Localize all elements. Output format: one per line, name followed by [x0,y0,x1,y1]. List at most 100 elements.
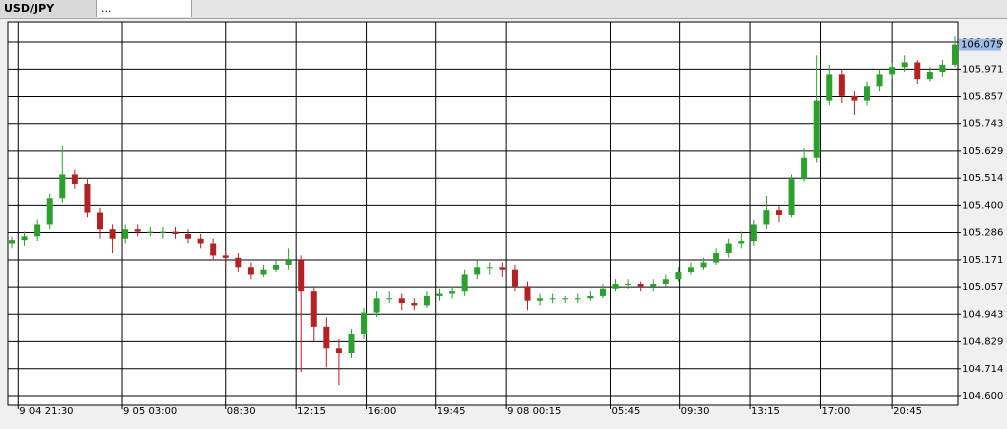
candle-body [826,74,833,101]
x-tick-label: 13:15 [751,406,780,417]
candle-body [524,286,531,301]
candle-body [750,224,757,242]
y-tick-label: 105.971 [962,64,1003,75]
candle-body [738,241,745,244]
y-tick-label: 105.514 [962,173,1003,184]
x-tick-label: 19:45 [437,406,466,417]
candle-body [348,334,355,354]
candle-body [675,272,682,280]
current-price-box [959,38,1001,51]
y-tick-label: 105.629 [962,146,1003,157]
y-tick-label: 105.286 [962,228,1003,239]
candle-body [725,243,732,254]
x-tick-label: 12:15 [297,406,326,417]
candle-body [499,267,506,270]
candle-body [222,255,229,258]
x-tick-label: 08:30 [227,406,256,417]
candle-body [801,157,808,180]
x-tick-label: 09:30 [681,406,710,417]
candle-body [361,312,368,335]
candle-body [84,183,91,213]
candle-body [235,257,242,268]
candle-body [97,212,104,230]
candle-body [763,210,770,225]
candle-body [486,267,493,269]
candle-body [939,64,946,73]
candle-body [373,298,380,313]
candle-body [172,231,179,234]
candle-body [398,298,405,304]
candle-body [21,236,28,241]
candle-body [901,62,908,68]
candle-body [210,243,217,256]
candle-body [775,210,782,215]
candle-body [662,279,669,285]
x-tick-label: 20:45 [893,406,922,417]
candle-body [788,179,795,215]
candle-body [298,260,305,292]
candle-body [537,298,544,301]
y-tick-label: 105.057 [962,282,1003,293]
tab-bar: USD/JPY ... [0,0,1007,19]
tab[interactable]: ... [97,0,192,17]
y-tick-label: 105.743 [962,119,1003,130]
candle-body [838,74,845,96]
y-tick-label: 104.600 [962,391,1003,402]
candle-body [700,262,707,268]
candle-body [9,240,15,244]
candle-body [449,291,456,294]
candle-body [285,260,292,265]
candle-body [562,298,569,300]
plot-area [7,21,959,406]
candle-body [650,284,657,287]
candle-body [197,238,204,244]
candle-body [637,284,644,287]
candle-body [260,269,267,275]
candle-body [876,74,883,87]
candle-body [185,233,192,239]
x-tick-label: 05:45 [611,406,640,417]
y-tick-label: 104.943 [962,309,1003,320]
candle-body [109,229,116,239]
candle-body [71,174,78,184]
candle-body [511,269,518,287]
candle-body [612,284,619,289]
candle-body [122,229,129,239]
x-tick-label: 9 05 03:00 [123,406,177,417]
x-tick-label: 16:00 [368,406,397,417]
candle-body [625,284,632,286]
candle-body [851,95,858,101]
candle-body [687,267,694,273]
candle-body [599,288,606,296]
candle-body [310,291,317,327]
y-tick-label: 105.171 [962,255,1003,266]
x-tick-label: 17:00 [821,406,850,417]
candle-body [587,295,594,299]
candle-body [159,231,166,233]
candle-body [863,86,870,101]
candle-body [147,231,154,233]
candle-body [889,67,896,75]
candle-body [436,293,443,296]
candle-body [713,253,720,263]
y-tick-label: 104.714 [962,364,1003,375]
candle-body [34,224,41,237]
candle-body [474,267,481,275]
x-tick-label: 9 08 00:15 [507,406,561,417]
candle-body [813,100,820,158]
y-tick-label: 105.857 [962,92,1003,103]
tab[interactable]: USD/JPY [0,0,97,17]
x-tick-label: 9 04 21:30 [19,406,73,417]
y-tick-label: 105.400 [962,200,1003,211]
y-tick-label: 104.829 [962,336,1003,347]
candle-body [323,326,330,349]
candle-body [574,298,581,300]
candle-body [134,229,141,232]
candle-body [386,298,393,300]
candle-body [411,303,418,306]
candle-body [549,298,556,300]
candle-body [952,44,958,65]
current-price-label: 106.075 [961,40,1002,51]
